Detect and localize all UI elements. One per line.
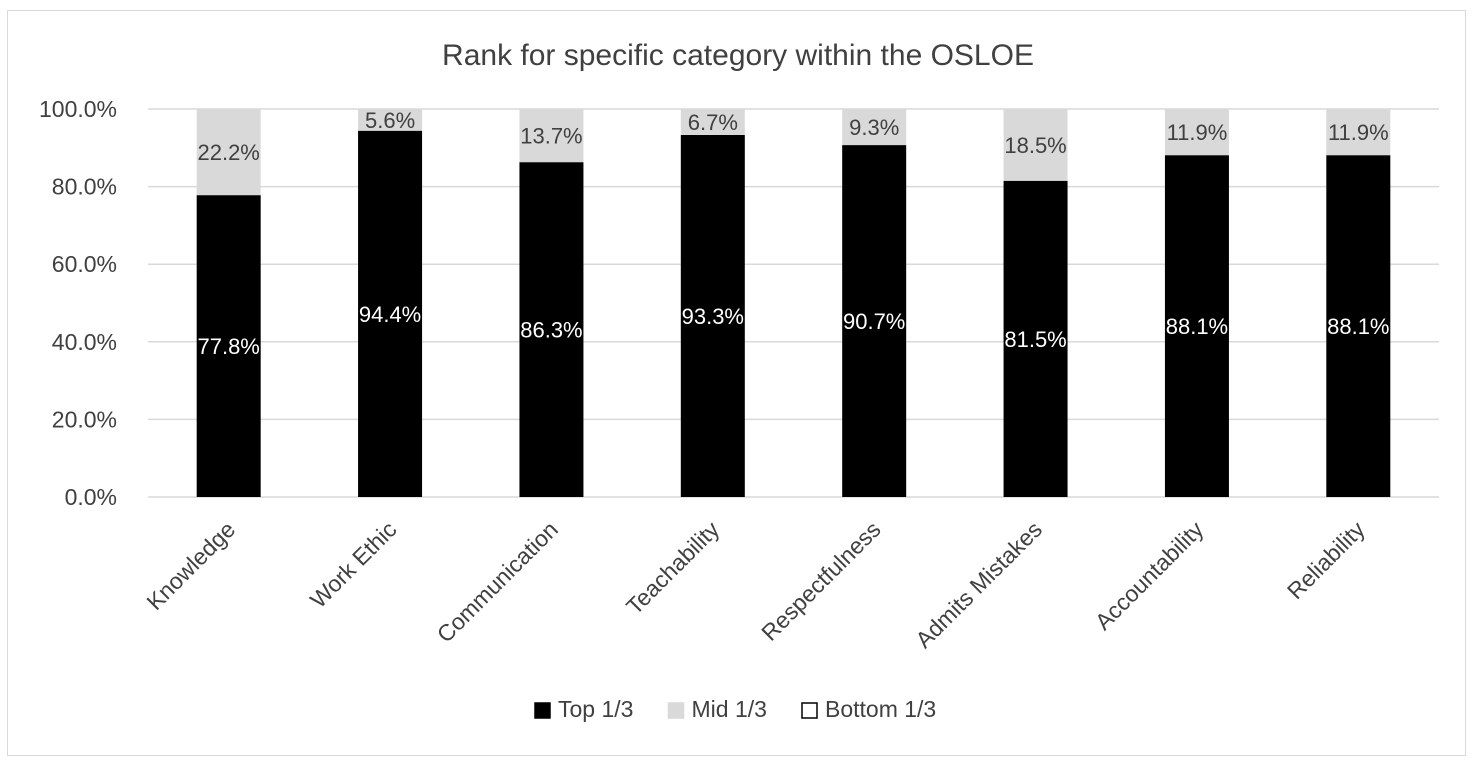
bar-segment bbox=[1164, 109, 1229, 156]
data-label: 86.3% bbox=[520, 318, 582, 343]
legend-label: Bottom 1/3 bbox=[825, 696, 936, 722]
chart-title: Rank for specific category within the OS… bbox=[442, 39, 1034, 72]
bar-segment bbox=[196, 109, 261, 196]
y-axis: 0.0% 20.0% 40.0% 60.0% 80.0% 100.0% bbox=[39, 96, 117, 510]
bar-segment bbox=[680, 134, 745, 497]
data-label: 88.1% bbox=[1166, 314, 1228, 339]
bar-segment bbox=[519, 109, 584, 163]
chart-svg: Rank for specific category within the OS… bbox=[39, 39, 1439, 722]
data-label: 6.7% bbox=[688, 110, 738, 135]
y-tick-label: 20.0% bbox=[52, 406, 117, 432]
bar-segment bbox=[1164, 155, 1229, 497]
legend: Top 1/3 Mid 1/3 Bottom 1/3 bbox=[534, 696, 936, 722]
bar-segment bbox=[680, 109, 745, 135]
bar-segment bbox=[358, 130, 423, 497]
data-label: 88.1% bbox=[1327, 314, 1389, 339]
grid-lines bbox=[148, 108, 1439, 498]
legend-label: Top 1/3 bbox=[558, 696, 633, 722]
bar-segment bbox=[842, 145, 907, 498]
y-tick-label: 80.0% bbox=[52, 174, 117, 200]
data-label: 93.3% bbox=[682, 304, 744, 329]
bar-segment bbox=[196, 195, 261, 498]
category-label: Communication bbox=[432, 516, 563, 647]
bar-segment bbox=[1326, 109, 1391, 156]
category-label: Admits Mistakes bbox=[910, 516, 1047, 653]
data-label: 77.8% bbox=[197, 334, 259, 359]
bar-segment bbox=[842, 109, 907, 146]
category-label: Accountability bbox=[1090, 516, 1209, 635]
data-label: 18.5% bbox=[1004, 133, 1066, 158]
data-label: 94.4% bbox=[359, 302, 421, 327]
data-label: 81.5% bbox=[1004, 327, 1066, 352]
data-label: 11.9% bbox=[1167, 120, 1228, 145]
y-tick-label: 0.0% bbox=[65, 484, 117, 510]
legend-swatch bbox=[534, 702, 551, 719]
category-label: Work Ethic bbox=[305, 516, 402, 613]
y-tick-label: 60.0% bbox=[52, 251, 117, 277]
bar-segment bbox=[358, 109, 423, 131]
bars bbox=[196, 109, 1391, 498]
data-label: 13.7% bbox=[520, 124, 582, 149]
x-axis: Knowledge Work Ethic Communication Teachabi… bbox=[141, 516, 1370, 653]
chart-frame: Rank for specific category within the OS… bbox=[7, 10, 1466, 756]
data-labels: 77.8% 22.2% 94.4% 5.6% 86.3% 13.7% 93.3% 6.7% 90… bbox=[197, 108, 1389, 359]
data-label: 11.9% bbox=[1328, 120, 1389, 145]
bar-segment bbox=[1326, 155, 1391, 497]
category-label: Knowledge bbox=[141, 516, 240, 615]
data-label: 5.6% bbox=[365, 108, 415, 133]
data-label: 22.2% bbox=[197, 140, 259, 165]
data-label: 9.3% bbox=[849, 115, 899, 140]
category-label: Teachability bbox=[621, 516, 725, 620]
y-tick-label: 100.0% bbox=[39, 96, 117, 122]
legend-swatch bbox=[801, 702, 818, 719]
legend-swatch bbox=[667, 702, 685, 719]
bar-segment bbox=[519, 162, 584, 497]
category-label: Reliability bbox=[1282, 516, 1370, 604]
bar-segment bbox=[1003, 109, 1068, 181]
bar-segment bbox=[1003, 180, 1068, 497]
y-tick-label: 40.0% bbox=[52, 329, 117, 355]
data-label: 90.7% bbox=[843, 309, 905, 334]
legend-label: Mid 1/3 bbox=[692, 696, 767, 722]
category-label: Respectfulness bbox=[756, 516, 886, 646]
